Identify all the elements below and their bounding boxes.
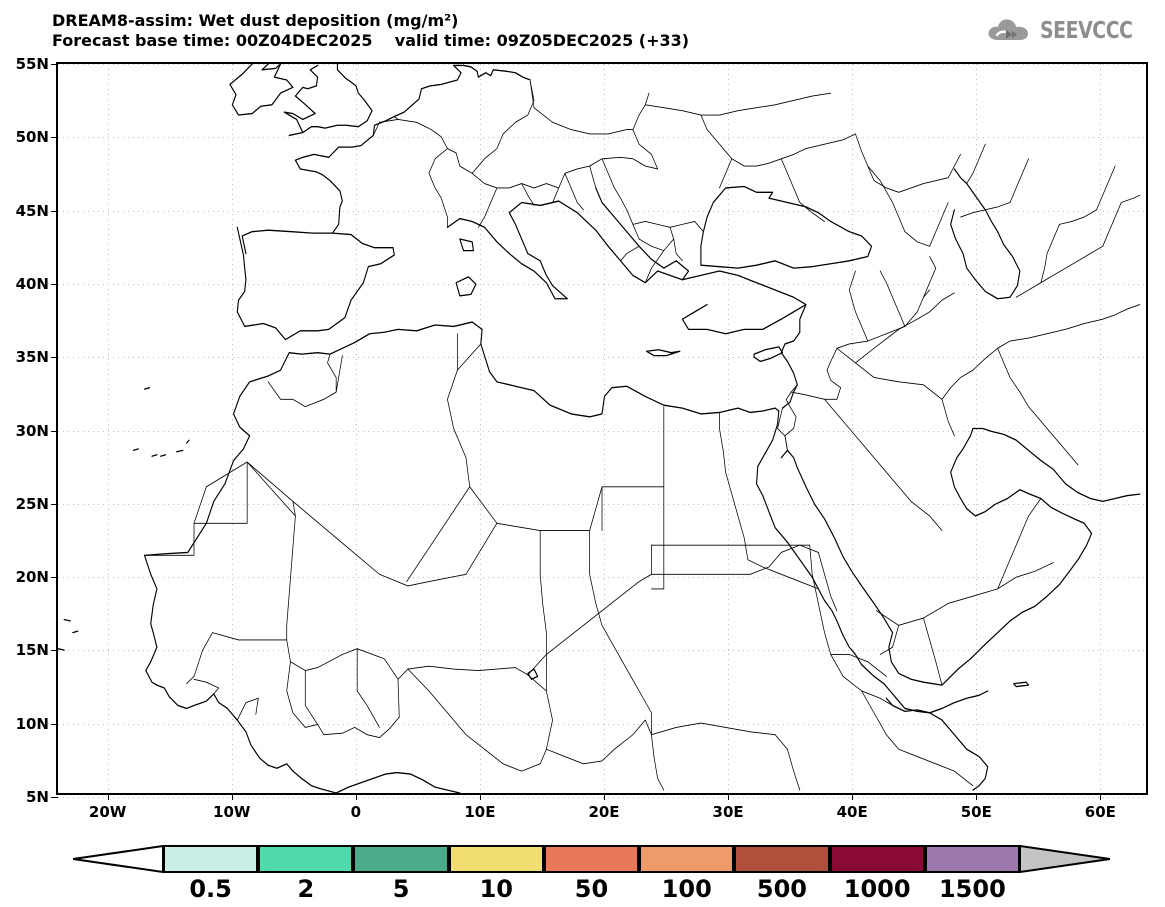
x-tick — [231, 793, 233, 800]
colorbar-segment — [258, 845, 354, 873]
y-tick — [51, 430, 58, 432]
y-tick-label: 25N — [15, 494, 49, 513]
y-tick — [51, 283, 58, 285]
x-tick-label: 10E — [464, 803, 496, 821]
colorbar-tick-label: 1500 — [938, 875, 1006, 903]
gridline-vertical — [107, 64, 109, 793]
colorbar-segment — [163, 845, 259, 873]
colorbar-tick-label: 500 — [756, 875, 807, 903]
gridline-horizontal — [58, 577, 1146, 579]
colorbar-segment — [829, 845, 925, 873]
colorbar-segment — [924, 845, 1020, 873]
y-tick-label: 20N — [15, 568, 49, 587]
gridline-vertical — [728, 64, 730, 793]
y-tick — [51, 503, 58, 505]
y-tick — [51, 723, 58, 725]
y-tick — [51, 137, 58, 139]
gridline-vertical — [604, 64, 605, 793]
y-tick-label: 55N — [15, 55, 49, 73]
colorbar-segment — [448, 845, 544, 873]
map-plot-area: 20W 10W 0 10E 20E 30E 40E 50E 60E 5N 10N 15N 20N 25N 3… — [16, 55, 1148, 821]
coastlines-group — [58, 64, 1141, 793]
y-tick-label: 30N — [15, 421, 49, 440]
colorbar-tick-label: 100 — [661, 875, 712, 903]
x-tick-label: 50E — [960, 803, 992, 821]
x-tick — [976, 793, 978, 800]
x-tick — [107, 793, 109, 800]
y-tick-label: 15N — [15, 641, 49, 660]
x-tick — [604, 793, 605, 800]
x-tick-label: 60E — [1084, 803, 1116, 821]
colorbar: 0.5 2 5 10 50 100 500 1000 1500 — [73, 845, 1110, 903]
y-tick — [51, 797, 58, 798]
y-tick — [51, 210, 58, 212]
y-tick-label: 50N — [15, 128, 49, 147]
colorbar-segment — [639, 845, 735, 873]
x-tick-label: 10W — [213, 803, 251, 821]
chart-title-line-1: DREAM8-assim: Wet dust deposition (mg/m²… — [52, 11, 459, 30]
y-tick-label: 5N — [26, 788, 49, 806]
colorbar-tick-label: 1000 — [843, 875, 911, 903]
y-tick — [51, 577, 58, 579]
y-tick-label: 40N — [15, 274, 49, 293]
colorbar-tick-label: 0.5 — [189, 875, 232, 903]
y-tick-label: 10N — [15, 714, 49, 733]
gridline-horizontal — [58, 64, 1146, 65]
gridline-vertical — [1100, 64, 1102, 793]
seevccc-logo-text: SEEVCCC — [1040, 18, 1133, 44]
gridline-horizontal — [58, 650, 1146, 652]
colorbar-segment — [734, 845, 830, 873]
x-tick-label: 20W — [88, 803, 127, 821]
gridline-horizontal — [58, 430, 1146, 432]
gridline-horizontal — [58, 723, 1146, 725]
colorbar-tick-label: 2 — [297, 875, 315, 903]
gridline-vertical — [231, 64, 233, 793]
y-tick — [51, 650, 58, 652]
colorbar-segment — [353, 845, 449, 873]
coastline-map — [58, 64, 1141, 793]
gridline-vertical — [355, 64, 357, 793]
chart-title-line-2: Forecast base time: 00Z04DEC2025 valid t… — [52, 31, 690, 50]
gridline-vertical — [479, 64, 481, 793]
seevccc-logo: SEEVCCC — [985, 16, 1153, 46]
gridline-horizontal — [58, 283, 1146, 285]
colorbar-segment — [543, 845, 640, 873]
y-tick — [51, 357, 58, 359]
x-tick-label: 0 — [350, 803, 362, 821]
colorbar-under-arrow — [73, 845, 163, 873]
cloud-arrow-icon — [988, 19, 1029, 40]
gridline-horizontal — [58, 210, 1146, 212]
x-tick-label: 30E — [712, 803, 744, 821]
colorbar-over-arrow — [1020, 845, 1110, 873]
x-tick — [1100, 793, 1102, 800]
colorbar-tick-label: 5 — [392, 875, 410, 903]
x-tick — [852, 793, 854, 800]
x-tick-label: 20E — [588, 803, 620, 821]
y-tick-label: 35N — [15, 348, 49, 367]
gridline-horizontal — [58, 137, 1146, 139]
gridline-horizontal — [58, 797, 1146, 798]
x-tick-label: 40E — [836, 803, 868, 821]
x-tick — [728, 793, 730, 800]
colorbar-tick-label: 50 — [574, 875, 609, 903]
gridline-horizontal — [58, 357, 1146, 359]
gridline-vertical — [852, 64, 854, 793]
x-tick — [479, 793, 481, 800]
x-tick — [355, 793, 357, 800]
chart-title-block: DREAM8-assim: Wet dust deposition (mg/m²… — [52, 11, 689, 51]
y-tick — [51, 64, 58, 65]
y-tick-label: 45N — [15, 201, 49, 220]
colorbar-tick-label: 10 — [479, 875, 513, 903]
